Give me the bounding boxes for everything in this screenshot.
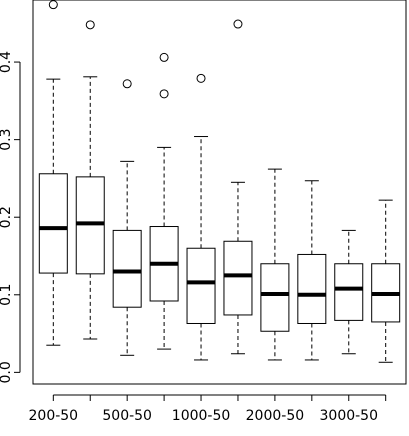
outlier-point (196, 73, 206, 83)
box-group-5 (186, 73, 216, 361)
plot-frame (32, 0, 407, 385)
box-iqr (334, 263, 364, 321)
outlier-point (48, 0, 58, 10)
y-tick-label: 0.0 (0, 361, 14, 383)
box-iqr (38, 173, 68, 274)
box-iqr (297, 253, 327, 324)
box-group-6 (223, 19, 253, 355)
outlier-point (233, 19, 243, 29)
boxes (38, 0, 401, 363)
x-tick-label: 2000-50 (246, 408, 305, 424)
y-tick-label: 0.1 (0, 284, 14, 306)
box-group-10 (371, 199, 401, 363)
y-axis: 0.0 0.1 0.2 0.3 0.4 (0, 51, 21, 383)
outlier-point (159, 89, 169, 99)
box-iqr (186, 247, 216, 324)
outlier-point (159, 52, 169, 62)
y-tick-label: 0.4 (0, 51, 14, 73)
x-tick-label: 3000-50 (320, 408, 379, 424)
box-iqr (112, 229, 142, 308)
outlier-point (122, 79, 132, 89)
box-group-4 (149, 52, 179, 350)
box-iqr (260, 263, 290, 332)
x-tick-label: 200-50 (29, 408, 79, 424)
x-tick-label: 1000-50 (172, 408, 231, 424)
y-tick-label: 0.3 (0, 129, 14, 151)
box-group-8 (297, 180, 327, 361)
y-tick-label: 0.2 (0, 206, 14, 228)
box-group-2 (75, 20, 105, 340)
box-group-9 (334, 229, 364, 355)
box-group-1 (38, 0, 68, 346)
box-group-7 (260, 168, 290, 361)
x-tick-label: 500-50 (102, 408, 152, 424)
box-group-3 (112, 79, 142, 356)
box-iqr (223, 240, 253, 316)
outlier-point (85, 20, 95, 30)
x-axis: 200-50 500-50 1000-50 2000-50 3000-50 (29, 394, 387, 424)
